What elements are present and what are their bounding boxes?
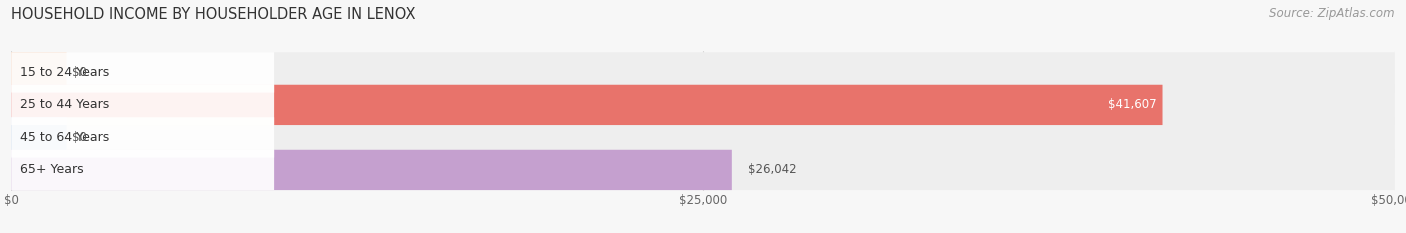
Text: HOUSEHOLD INCOME BY HOUSEHOLDER AGE IN LENOX: HOUSEHOLD INCOME BY HOUSEHOLDER AGE IN L… <box>11 7 416 22</box>
Text: 65+ Years: 65+ Years <box>20 163 83 176</box>
FancyBboxPatch shape <box>11 150 1395 190</box>
FancyBboxPatch shape <box>11 85 274 125</box>
Text: $26,042: $26,042 <box>748 163 797 176</box>
FancyBboxPatch shape <box>11 85 1163 125</box>
Text: $41,607: $41,607 <box>1108 98 1157 111</box>
FancyBboxPatch shape <box>11 117 1395 158</box>
FancyBboxPatch shape <box>11 150 733 190</box>
Text: 45 to 64 Years: 45 to 64 Years <box>20 131 108 144</box>
Text: Source: ZipAtlas.com: Source: ZipAtlas.com <box>1270 7 1395 20</box>
Text: 15 to 24 Years: 15 to 24 Years <box>20 66 108 79</box>
FancyBboxPatch shape <box>11 85 1395 125</box>
FancyBboxPatch shape <box>11 52 1395 93</box>
FancyBboxPatch shape <box>11 52 66 93</box>
FancyBboxPatch shape <box>11 117 66 158</box>
FancyBboxPatch shape <box>11 52 274 93</box>
FancyBboxPatch shape <box>11 117 274 158</box>
FancyBboxPatch shape <box>11 150 274 190</box>
Text: $0: $0 <box>72 131 87 144</box>
Text: $0: $0 <box>72 66 87 79</box>
Text: 25 to 44 Years: 25 to 44 Years <box>20 98 108 111</box>
